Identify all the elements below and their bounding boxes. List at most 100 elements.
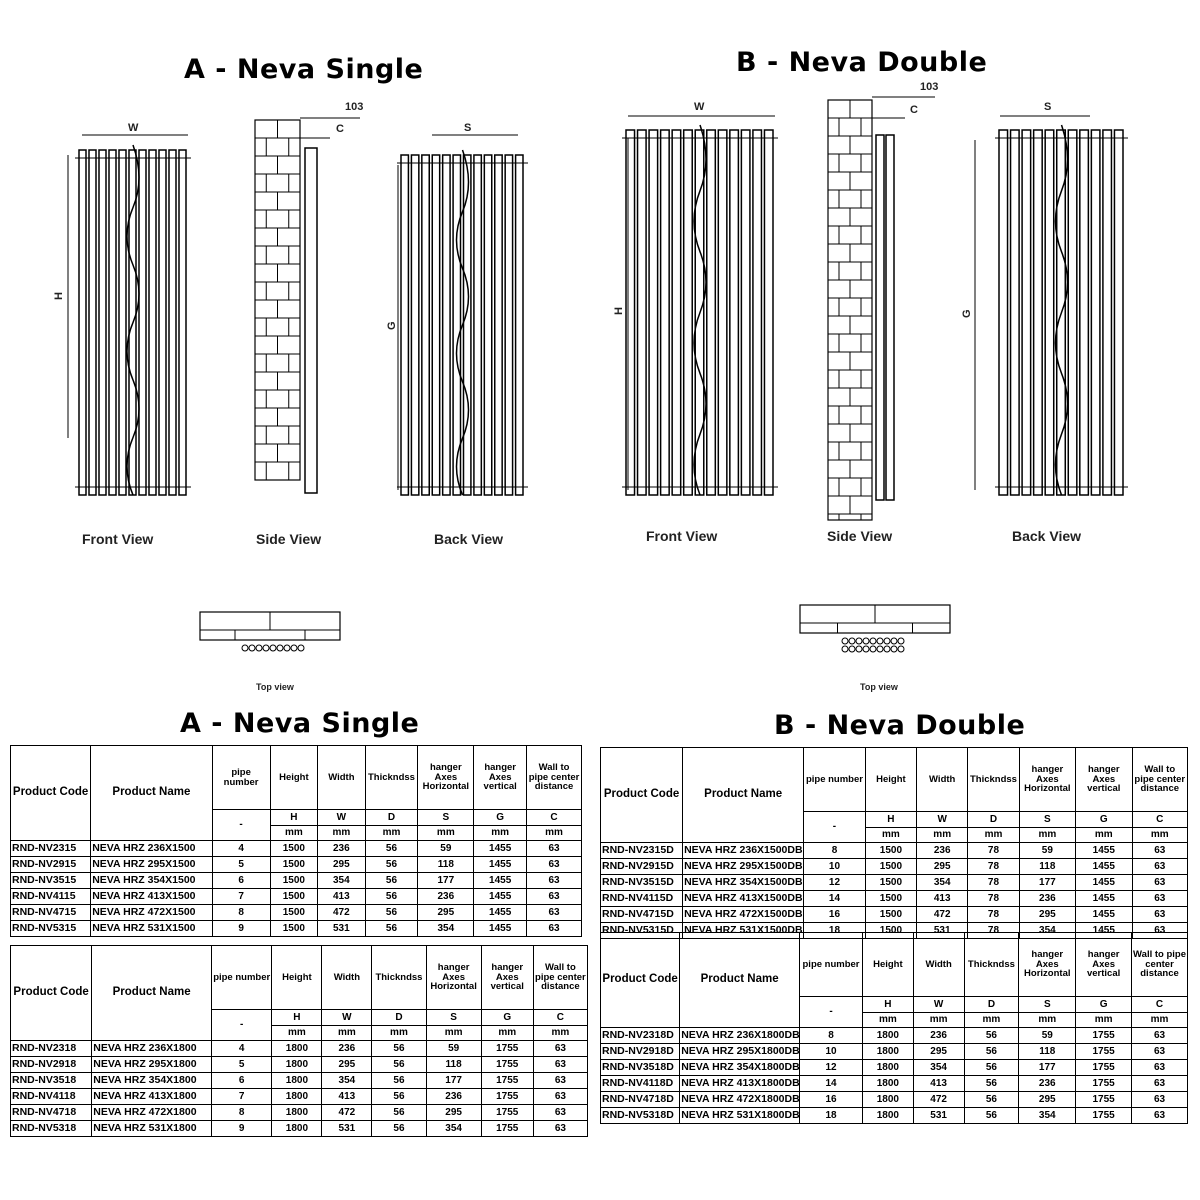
table-cell: 354 — [417, 920, 475, 937]
table-cell: RND-NV2918D — [599, 1043, 681, 1060]
table-cell: 7 — [210, 1088, 273, 1105]
a-back-break-line — [455, 149, 470, 496]
unit-cell: mm — [1075, 1012, 1133, 1028]
table-cell: 1500 — [269, 920, 319, 937]
header-width: Width — [317, 745, 366, 810]
table-row: RND-NV3518 NEVA HRZ 354X1800 6 1800 354 56 177… — [9, 1072, 589, 1089]
a-103-label: 103 — [345, 101, 363, 113]
b-back-tube — [1067, 129, 1078, 496]
table-cell: 1755 — [1075, 1075, 1133, 1092]
table-cell: 1455 — [473, 904, 528, 921]
table-cell: NEVA HRZ 295X1500DBL — [682, 858, 805, 875]
symbol-cell: S — [417, 809, 475, 826]
b-side-radiator-2 — [885, 134, 895, 501]
a-side-radiator — [304, 147, 318, 494]
table-cell: 5 — [211, 856, 271, 873]
table-row: RND-NV4115D NEVA HRZ 413X1500DBL 14 1500 413… — [599, 890, 1189, 907]
header-hanger-axes-horizontal: hanger Axes Horizontal — [425, 945, 482, 1010]
b-top-tube — [890, 645, 898, 653]
table-cell: 56 — [364, 904, 419, 921]
symbol-cell: G — [1075, 811, 1133, 828]
table-cell: 177 — [1018, 1059, 1077, 1076]
b-top-tube — [855, 637, 863, 645]
table-cell: 354 — [425, 1120, 482, 1137]
table-cell: 1455 — [473, 840, 528, 857]
spec-table: Product Code Product Name pipe number Heigh… — [599, 747, 1189, 939]
a-front-tube — [138, 149, 147, 496]
unit-cell: mm — [480, 1025, 534, 1041]
header-hanger-axes-vertical: hanger Axes vertical — [480, 945, 534, 1010]
b-back-view-label: Back View — [1012, 528, 1081, 544]
table-cell: 1500 — [864, 890, 918, 907]
table-cell: 1455 — [473, 856, 528, 873]
table-cell: 12 — [799, 1059, 863, 1076]
b-top-tube — [848, 637, 856, 645]
table-cell: 63 — [526, 840, 582, 857]
b-front-tube — [752, 129, 763, 496]
symbol-cell: D — [963, 996, 1020, 1013]
table-cell: 295 — [417, 904, 475, 921]
b-top-tube — [848, 645, 856, 653]
b-top-tube — [869, 645, 877, 653]
table-cell: 63 — [532, 1072, 589, 1089]
table-cell: 1500 — [864, 874, 918, 891]
table-cell: 63 — [1131, 1107, 1188, 1124]
b-w-label: W — [694, 101, 705, 113]
header-hanger-axes-horizontal: hanger Axes Horizontal — [1018, 747, 1077, 812]
table-cell: 56 — [963, 1075, 1020, 1092]
table-cell: 472 — [912, 1091, 965, 1108]
table-row: RND-NV4118D NEVA HRZ 413X1800DBL 14 1800 413… — [599, 1075, 1188, 1092]
table-cell: NEVA HRZ 236X1800DBL — [679, 1027, 801, 1044]
table-cell: 1800 — [271, 1120, 323, 1137]
table-cell: 1755 — [480, 1072, 534, 1089]
unit-cell: mm — [425, 1025, 482, 1041]
table-cell: 1800 — [271, 1072, 323, 1089]
table-cell: RND-NV3515 — [9, 872, 92, 889]
a-top-tube — [255, 644, 263, 652]
unit-cell: mm — [1131, 827, 1189, 843]
a-top-tube — [262, 644, 270, 652]
table-cell: 56 — [364, 920, 419, 937]
table-cell: 1455 — [1075, 842, 1133, 859]
b-front-tube — [717, 129, 728, 496]
table-cell: 472 — [317, 904, 366, 921]
a-back-tube — [473, 154, 483, 496]
header-height: Height — [269, 745, 319, 810]
b-top-tube — [869, 637, 877, 645]
b-front-tube — [671, 129, 682, 496]
table-cell: 56 — [364, 856, 419, 873]
table-cell: RND-NV4715D — [599, 906, 684, 923]
table-cell: 56 — [963, 1091, 1020, 1108]
b-s-label: S — [1044, 101, 1051, 113]
symbol-cell: C — [532, 1009, 589, 1026]
table-row: RND-NV5318D NEVA HRZ 531X1800DBL 18 1800 531… — [599, 1107, 1188, 1124]
table-row: RND-NV4715D NEVA HRZ 472X1500DBL 16 1500 472… — [599, 906, 1189, 923]
symbol-cell: C — [1131, 811, 1189, 828]
b-front-tube — [740, 129, 751, 496]
header-thickness: Thickndss — [963, 932, 1020, 997]
table-cell: 236 — [1018, 1075, 1077, 1092]
table-cell: 63 — [526, 856, 582, 873]
table-cell: 56 — [963, 1027, 1020, 1044]
table-cell: 63 — [1131, 906, 1189, 923]
a-front-tube — [148, 149, 157, 496]
table-cell: 5 — [210, 1056, 273, 1073]
table-cell: 472 — [916, 906, 969, 923]
table-cell: 63 — [532, 1056, 589, 1073]
table-cell: 16 — [803, 906, 866, 923]
table-cell: 295 — [1018, 1091, 1077, 1108]
a-front-tube — [78, 149, 87, 496]
table-cell: 56 — [963, 1107, 1020, 1124]
b-front-tube — [706, 129, 717, 496]
table-cell: 1800 — [861, 1059, 914, 1076]
b-front-tube — [625, 129, 636, 496]
table-cell: 1500 — [269, 856, 319, 873]
table-cell: 8 — [799, 1027, 863, 1044]
table-cell: NEVA HRZ 354X1500 — [90, 872, 213, 889]
table-cell: 177 — [425, 1072, 482, 1089]
table-cell: RND-NV4115 — [9, 888, 92, 905]
table-cell: 1455 — [473, 872, 528, 889]
header-wall-to-pipe-center: Wall to pipe center distance — [526, 745, 582, 810]
header-hanger-axes-horizontal: hanger Axes Horizontal — [1018, 932, 1077, 997]
table-cell: 6 — [211, 872, 271, 889]
